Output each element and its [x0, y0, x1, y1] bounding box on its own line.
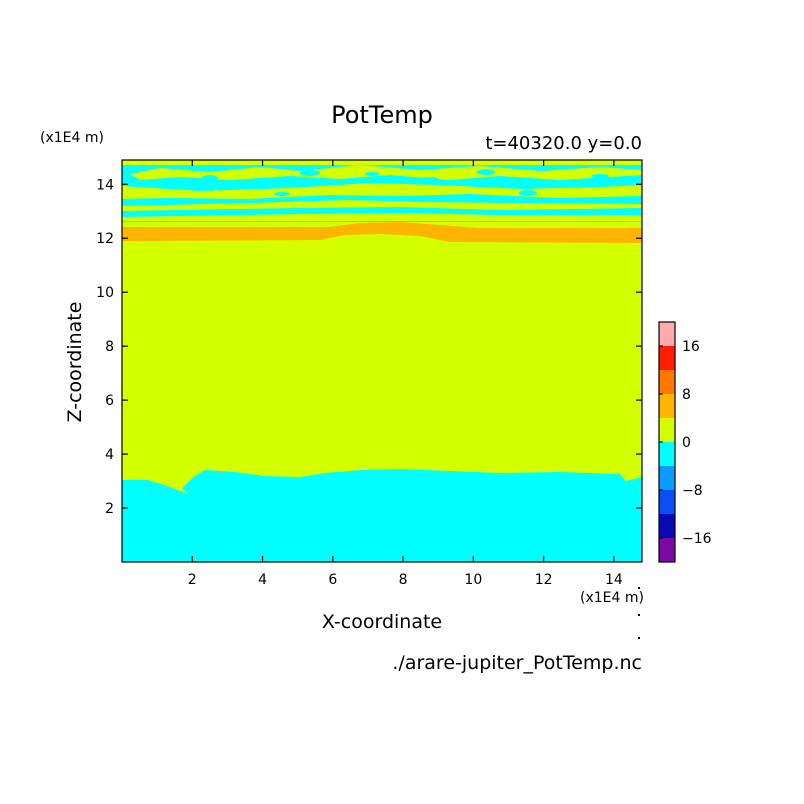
colorbar-segment-6 — [659, 394, 675, 418]
colorbar-label-1: −8 — [682, 483, 703, 499]
colorbar-segment-7 — [659, 370, 675, 394]
cyan-pocket-1 — [202, 175, 218, 181]
corner-dots — [638, 587, 640, 639]
y-axis-label: Z-coordinate — [64, 302, 86, 423]
colorbar-label-4: 16 — [682, 339, 700, 355]
region-lower-cyan — [122, 469, 642, 562]
y-tick-label-6: 6 — [105, 393, 114, 409]
band-yellow-green-top — [122, 160, 642, 165]
cyan-pocket-6 — [477, 169, 495, 175]
colorbar-segment-9 — [659, 322, 675, 346]
y-tick-label-10: 10 — [96, 285, 114, 301]
x-tick-label-8: 8 — [399, 572, 408, 588]
colorbar-label-3: 8 — [682, 387, 691, 403]
colorbar: −16 −8 0 8 16 — [658, 321, 712, 563]
y-axis-ticks: 2 4 6 8 10 12 14 — [96, 177, 642, 517]
x-tick-label-12: 12 — [535, 572, 553, 588]
y-tick-label-14: 14 — [96, 177, 114, 193]
x-tick-label-2: 2 — [188, 572, 197, 588]
cyan-pocket-10 — [274, 192, 290, 196]
x-axis-ticks: 2 4 6 8 10 12 14 — [188, 160, 623, 588]
cyan-pocket-3 — [300, 170, 320, 176]
x-axis-unit: (x1E4 m) — [580, 590, 644, 606]
y-axis-unit: (x1E4 m) — [40, 130, 104, 146]
source-filename: ./arare-jupiter_PotTemp.nc — [392, 652, 642, 674]
colorbar-segment-1 — [659, 514, 675, 538]
band-yellow-green-3 — [122, 183, 642, 199]
cyan-pocket-9 — [519, 190, 537, 196]
x-tick-label-14: 14 — [605, 572, 623, 588]
band-yellow-green-1 — [122, 213, 642, 221]
cyan-pocket-5 — [422, 177, 438, 181]
x-tick-label-6: 6 — [328, 572, 337, 588]
y-tick-label-8: 8 — [105, 339, 114, 355]
colorbar-segment-0 — [659, 538, 675, 562]
band-yellow-green-4 — [130, 165, 642, 180]
x-tick-label-10: 10 — [464, 572, 482, 588]
colorbar-segment-4 — [659, 442, 675, 466]
colorbar-segment-5 — [659, 418, 675, 442]
cyan-pocket-7 — [542, 180, 554, 184]
colorbar-segment-3 — [659, 466, 675, 490]
cyan-pocket-4 — [365, 172, 379, 176]
y-tick-label-4: 4 — [105, 447, 114, 463]
band-yellow-green-2 — [122, 200, 642, 211]
y-tick-label-2: 2 — [105, 501, 114, 517]
colorbar-label-2: 0 — [682, 435, 691, 451]
colorbar-label-0: −16 — [682, 531, 712, 547]
colorbar-segment-8 — [659, 346, 675, 370]
region-orange-band — [122, 222, 642, 243]
cyan-pocket-2 — [256, 180, 268, 184]
x-axis-label: X-coordinate — [322, 611, 442, 633]
chart-subtitle: t=40320.0 y=0.0 — [485, 133, 642, 154]
colorbar-segment-2 — [659, 490, 675, 514]
contour-fill — [122, 160, 642, 562]
y-tick-label-12: 12 — [96, 231, 114, 247]
cyan-pocket-0 — [141, 180, 159, 186]
cyan-pocket-8 — [591, 174, 609, 178]
plot-frame — [121, 159, 643, 563]
x-tick-label-4: 4 — [258, 572, 267, 588]
chart-title: PotTemp — [331, 101, 433, 129]
